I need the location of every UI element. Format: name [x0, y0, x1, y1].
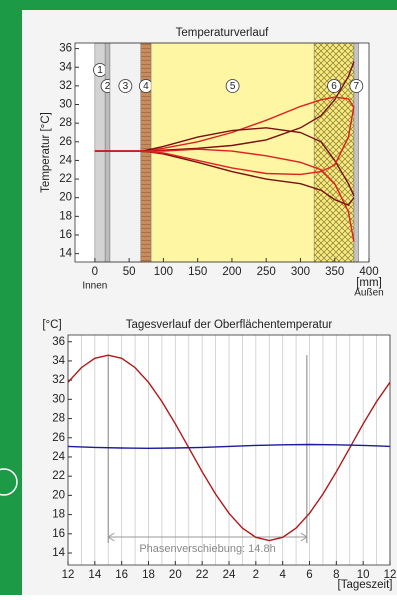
x-unit-label: [mm] — [356, 277, 382, 289]
x-tick-label: 50 — [123, 266, 136, 278]
layer — [353, 42, 359, 263]
nav-button[interactable] — [0, 468, 18, 496]
series-line — [94, 96, 355, 152]
x-tick-label: 12 — [384, 569, 397, 581]
x-tick-label: 2 — [253, 569, 259, 581]
y-tick-label: 14 — [59, 248, 72, 260]
layer-pattern — [140, 43, 152, 262]
layer-label: 7 — [354, 81, 360, 92]
series-line — [94, 148, 355, 242]
layer-label: 5 — [230, 81, 236, 92]
y-axis-label: [°C] — [42, 319, 61, 331]
layer-label: 6 — [331, 81, 337, 92]
y-tick-label: 18 — [59, 210, 72, 222]
y-tick-label: 30 — [52, 393, 65, 405]
y-tick-label: 14 — [52, 547, 65, 559]
x-tick-label: 0 — [92, 266, 98, 278]
arrow-head — [107, 532, 308, 542]
chart-title: Temperaturverlauf — [176, 27, 269, 39]
y-tick-label: 24 — [52, 451, 65, 463]
y-tick-label: 18 — [52, 509, 65, 521]
layer-badge — [118, 79, 133, 93]
y-tick-label: 28 — [59, 117, 72, 129]
y-axis-label: Temperatur [°C] — [40, 112, 52, 193]
x-tick-label: 250 — [257, 266, 276, 278]
phase-label: Phasenverschiebung: 14.8h — [139, 543, 275, 555]
y-tick-label: 28 — [52, 413, 65, 425]
x-tick-label: 16 — [115, 569, 128, 581]
y-tick-label: 34 — [52, 355, 65, 367]
x-tick-label: 12 — [62, 569, 75, 581]
x-tick-label: 100 — [154, 266, 173, 278]
layer-label: 4 — [143, 81, 149, 92]
layer — [150, 42, 315, 263]
series-line — [67, 354, 391, 542]
x-tick-label: 24 — [223, 569, 236, 581]
layer-badge — [327, 79, 341, 93]
y-tick-label: 26 — [52, 432, 65, 444]
y-tick-label: 36 — [59, 43, 72, 55]
x-tick-label: 8 — [333, 569, 339, 581]
layer-label: 3 — [123, 81, 129, 92]
y-tick-label: 30 — [59, 99, 72, 111]
x-tick-label: 14 — [88, 569, 101, 581]
x-tick-label: 150 — [188, 266, 207, 278]
x-tick-label: 22 — [196, 569, 209, 581]
x-tick-label: 350 — [325, 266, 344, 278]
layer-badge — [349, 79, 364, 93]
y-tick-label: 26 — [59, 136, 72, 148]
y-tick-label: 22 — [52, 470, 65, 482]
layer — [104, 42, 111, 263]
y-tick-label: 16 — [59, 229, 72, 241]
y-tick-label: 34 — [59, 61, 72, 73]
x-tick-label: 20 — [169, 569, 182, 581]
chart-title: Tagesverlauf der Oberflächentemperatur — [126, 319, 333, 331]
x-tick-label: 400 — [359, 266, 378, 278]
layer-label: 2 — [105, 81, 111, 92]
layer-label: 1 — [97, 65, 103, 76]
y-tick-label: 32 — [59, 80, 72, 92]
x-tick-label: 300 — [291, 266, 310, 278]
x-left-label: Innen — [82, 281, 107, 292]
series-line — [94, 106, 355, 176]
y-tick-label: 36 — [52, 336, 65, 348]
x-tick-label: 6 — [306, 569, 312, 581]
y-tick-label: 16 — [52, 528, 65, 540]
y-tick-label: 20 — [59, 192, 72, 204]
y-tick-label: 20 — [52, 489, 65, 501]
y-tick-label: 24 — [59, 154, 72, 166]
plot-frame — [74, 42, 370, 263]
plot-frame — [67, 334, 391, 566]
series-line — [67, 443, 391, 450]
series-line — [94, 127, 355, 197]
x-tick-label: 200 — [222, 266, 241, 278]
x-tick-label: 4 — [279, 569, 286, 581]
x-tick-label: 18 — [142, 569, 155, 581]
layer — [109, 42, 142, 263]
x-right-label: Außen — [354, 288, 383, 299]
y-tick-label: 32 — [52, 374, 65, 386]
x-tick-label: 10 — [357, 569, 370, 581]
layer-badge — [225, 79, 240, 93]
x-axis-label: [Tageszeit] — [338, 579, 393, 591]
y-tick-label: 22 — [59, 173, 72, 185]
